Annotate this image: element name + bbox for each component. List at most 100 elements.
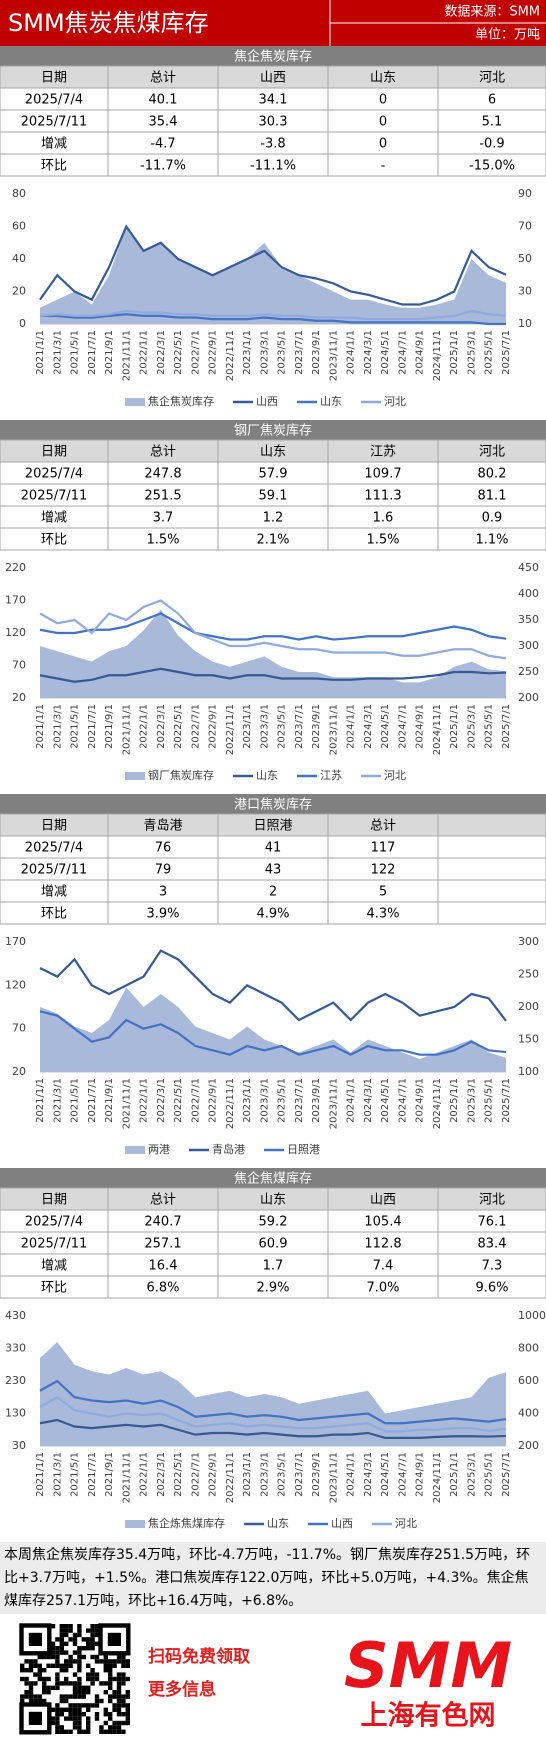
x-tick-label: 2022/9/1 <box>208 1078 219 1123</box>
x-tick-label: 2025/7/1 <box>501 1452 512 1497</box>
cell-text: 2.9% <box>256 1281 289 1296</box>
legend-label: 河北 <box>384 395 406 408</box>
x-tick-label: 2022/7/1 <box>190 330 201 375</box>
qr-cell <box>24 1681 29 1686</box>
cell-text: 0 <box>379 115 387 130</box>
qr-cell <box>20 1698 25 1704</box>
y2-tick-label: 600 <box>518 1374 539 1387</box>
qr-cell <box>55 1659 60 1664</box>
cell-text: 1.1% <box>475 533 508 548</box>
y-tick-label: 220 <box>5 561 26 574</box>
qr-cell <box>108 1729 113 1734</box>
qr-cell <box>55 1646 60 1651</box>
header-text: 山东 <box>370 71 396 86</box>
area <box>40 226 506 324</box>
qr-cell <box>125 1663 130 1668</box>
qr-cell <box>50 1716 56 1721</box>
qr-finder <box>19 1702 52 1735</box>
legend-swatch <box>125 772 145 780</box>
qr-cell <box>64 1659 69 1664</box>
qr-cell <box>94 1698 100 1704</box>
qr-cell <box>59 1725 64 1730</box>
x-tick-label: 2021/11/1 <box>121 1078 132 1129</box>
section-title: 焦企焦炭库存 <box>234 49 312 65</box>
qr-cell <box>72 1690 78 1695</box>
qr-cell <box>81 1729 86 1734</box>
x-tick-label: 2022/5/1 <box>173 1452 184 1497</box>
qr-cell <box>108 1659 113 1664</box>
qr-cell <box>81 1654 86 1660</box>
section-bar <box>0 420 546 440</box>
x-tick-label: 2022/11/1 <box>225 1078 236 1129</box>
qr-finder <box>107 1632 121 1646</box>
qr-cell <box>37 1654 42 1660</box>
cell-text: -0.9 <box>479 137 504 152</box>
qr-cell <box>68 1694 73 1699</box>
qr-cell <box>37 1698 42 1704</box>
y2-tick-label: 30 <box>518 285 532 298</box>
cell-text: 1.5% <box>146 533 179 548</box>
y2-tick-label: 150 <box>518 1033 539 1046</box>
cell-text: 7.0% <box>366 1281 399 1296</box>
qr-cell <box>68 1654 73 1660</box>
line <box>39 1395 507 1433</box>
qr-cell <box>94 1659 100 1664</box>
qr-cell <box>59 1650 64 1655</box>
x-tick-label: 2024/7/1 <box>397 1452 408 1497</box>
qr-cell <box>33 1681 38 1686</box>
header-text: 河北 <box>479 1193 505 1208</box>
qr-cell <box>37 1694 42 1699</box>
cell-text: 2025/7/11 <box>21 115 88 130</box>
qr-cell <box>112 1690 117 1695</box>
qr-cell <box>59 1707 64 1712</box>
qr-cell <box>90 1672 95 1677</box>
y-tick-label: 70 <box>12 1022 26 1035</box>
header-text: 山西 <box>370 1193 396 1208</box>
x-tick-label: 2023/9/1 <box>311 704 322 749</box>
qr-cell <box>86 1628 91 1633</box>
cell-text: 59.1 <box>259 489 288 504</box>
x-tick-label: 2024/5/1 <box>380 330 391 375</box>
qr-cell <box>108 1698 113 1704</box>
qr-cell <box>33 1659 38 1664</box>
header-unit: 单位：万吨 <box>475 28 540 43</box>
x-tick-label: 2023/7/1 <box>294 1078 305 1123</box>
qr-cell <box>86 1637 91 1642</box>
line <box>40 313 506 326</box>
line <box>39 309 507 321</box>
cell-text: 79 <box>155 863 172 878</box>
cell-text: 111.3 <box>364 489 401 504</box>
qr-cell <box>121 1672 126 1677</box>
qr-cell <box>37 1663 42 1668</box>
x-tick-label: 2023/1/1 <box>242 1452 253 1497</box>
cell-text: 1.5% <box>366 533 399 548</box>
qr-cell <box>77 1712 82 1717</box>
qr-cell <box>64 1641 69 1646</box>
qr-cell <box>86 1672 91 1677</box>
header-text: 山东 <box>260 445 286 460</box>
cell-text: 2.1% <box>256 533 289 548</box>
y-tick-label: 170 <box>5 594 26 607</box>
qr-cell <box>33 1663 38 1668</box>
qr-cell <box>50 1663 56 1668</box>
x-tick-label: 2022/1/1 <box>139 330 150 375</box>
qr-cell <box>94 1694 100 1699</box>
qr-cell <box>94 1628 100 1633</box>
qr-cell <box>99 1729 104 1734</box>
cell-text: 环比 <box>41 1281 67 1296</box>
x-tick-label: 2022/7/1 <box>190 1078 201 1123</box>
cell-text: 59.2 <box>259 1215 288 1230</box>
x-tick-label: 2021/1/1 <box>35 330 46 375</box>
qr-cell <box>55 1685 60 1690</box>
y-tick-label: 330 <box>5 1342 26 1355</box>
qr-cell <box>68 1716 73 1721</box>
qr-cell <box>64 1624 69 1629</box>
cell-text: 0 <box>379 93 387 108</box>
qr-cell <box>121 1676 126 1682</box>
qr-cell <box>94 1712 100 1717</box>
x-tick-label: 2021/9/1 <box>104 330 115 375</box>
x-tick-label: 2023/11/1 <box>328 1078 339 1129</box>
cell-text: 247.8 <box>144 467 181 482</box>
qr-cell <box>50 1650 56 1655</box>
y-tick-label: 120 <box>5 978 26 991</box>
